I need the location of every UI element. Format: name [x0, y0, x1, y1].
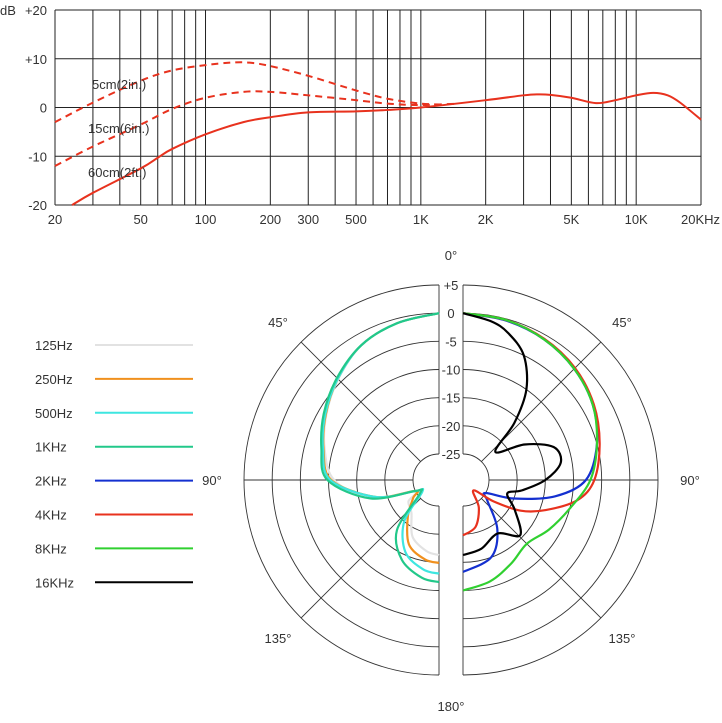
- polar-axis-diagonal: [300, 341, 421, 462]
- polar-curve-4khz: [462, 312, 601, 537]
- angle-label-45-right: 45°: [612, 315, 632, 330]
- angle-label-0: 0°: [445, 248, 457, 263]
- angle-label-180: 180°: [438, 699, 465, 714]
- x-tick-label: 500: [345, 212, 367, 227]
- polar-curve-500hz: [321, 312, 440, 575]
- x-tick-label: 1K: [413, 212, 429, 227]
- radial-tick-label: -10: [442, 363, 461, 378]
- polar-axis-diagonal: [481, 498, 602, 619]
- polar-curve-1khz: [320, 312, 440, 584]
- legend-label: 1KHz: [35, 440, 67, 455]
- legend-label: 250Hz: [35, 372, 73, 387]
- polar-legend: 125Hz 250Hz 500Hz 1KHz 2KHz 4KHz 8KHz 16KHz: [35, 338, 193, 590]
- legend-label: 4KHz: [35, 508, 67, 523]
- y-tick-label: +10: [25, 52, 47, 67]
- response-curve: [54, 61, 446, 124]
- legend-label: 16KHz: [35, 575, 74, 590]
- y-tick-label: +20: [25, 3, 47, 18]
- x-tick-label: 20KHz: [681, 212, 720, 227]
- x-tick-label: 20: [48, 212, 62, 227]
- polar-pattern-chart: +5 0 -5 -10 -15 -20 -25 0° 180° 45° 45° 90° 90° 135° 1…: [202, 248, 700, 714]
- radial-tick-label: -25: [442, 447, 461, 462]
- polar-curve-16khz: [462, 312, 563, 557]
- polar-curve-125hz: [322, 312, 440, 557]
- curve-label: 5cm(2in.): [92, 77, 146, 92]
- x-tick-label: 10K: [625, 212, 648, 227]
- radial-tick-label: -5: [445, 334, 457, 349]
- radial-tick-label: -15: [442, 391, 461, 406]
- y-axis-label: dB: [0, 3, 16, 18]
- y-tick-label: -20: [28, 198, 47, 213]
- legend-label: 125Hz: [35, 338, 73, 353]
- radial-tick-label: -20: [442, 419, 461, 434]
- polar-curve-2khz: [462, 312, 599, 573]
- x-tick-label: 200: [259, 212, 281, 227]
- polar-curve-250hz: [322, 312, 440, 564]
- polar-curve-8khz: [462, 312, 599, 592]
- y-tick-label: -10: [28, 149, 47, 164]
- polar-axis-diagonal: [300, 498, 421, 619]
- angle-label-135-left: 135°: [265, 631, 292, 646]
- radial-tick-label: 0: [447, 306, 454, 321]
- legend-label: 2KHz: [35, 474, 67, 489]
- x-tick-label: 100: [195, 212, 217, 227]
- response-curve: [71, 91, 702, 206]
- curve-label: 60cm(2ft.): [88, 165, 147, 180]
- frequency-response-chart: +20 +10 0 -10 -20 dB 20 50 100 200 300 500 1K 2K 5K 10K…: [0, 3, 720, 227]
- curve-label: 15cm(6in.): [88, 121, 149, 136]
- y-tick-label: 0: [40, 101, 47, 116]
- angle-label-90-left: 90°: [202, 473, 222, 488]
- x-tick-label: 2K: [478, 212, 494, 227]
- angle-label-45-left: 45°: [268, 315, 288, 330]
- x-tick-label: 5K: [563, 212, 579, 227]
- angle-label-90-right: 90°: [680, 473, 700, 488]
- legend-label: 500Hz: [35, 406, 73, 421]
- response-curve: [54, 90, 459, 167]
- angle-label-135-right: 135°: [609, 631, 636, 646]
- radial-tick-label: +5: [444, 278, 459, 293]
- x-tick-label: 50: [133, 212, 147, 227]
- legend-label: 8KHz: [35, 541, 67, 556]
- x-tick-label: 300: [297, 212, 319, 227]
